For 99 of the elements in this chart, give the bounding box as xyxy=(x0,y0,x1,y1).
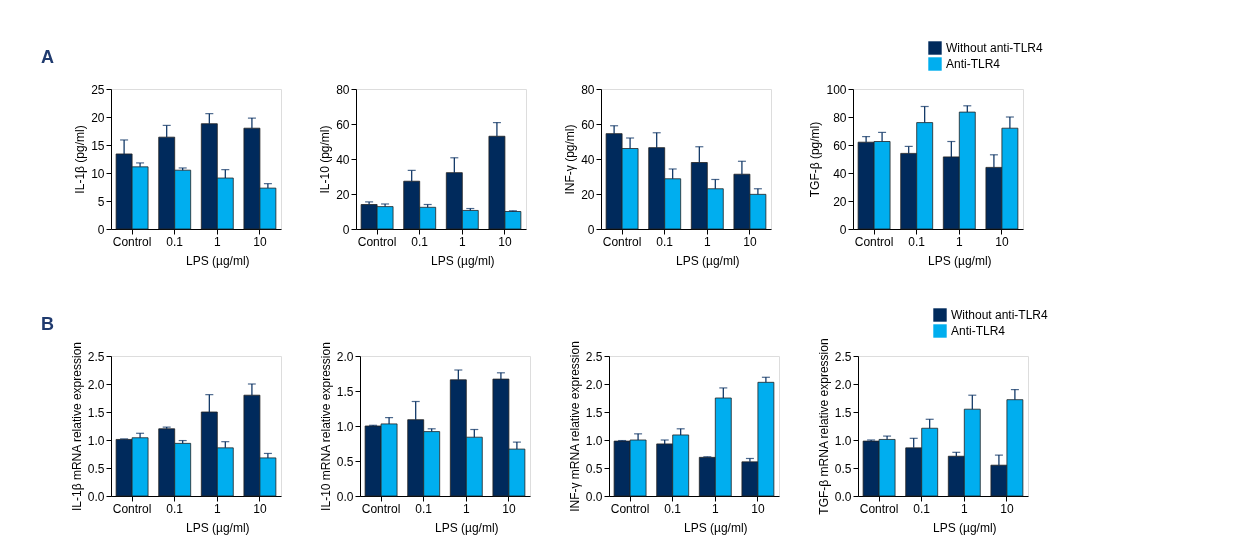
x-tick-label: Control xyxy=(357,234,397,249)
y-axis-title: TGF-β mRNA relative expression xyxy=(816,338,831,515)
x-tick-label: 10 xyxy=(995,234,1009,249)
y-tick-label: 2.5 xyxy=(834,349,852,364)
x-axis-title: LPS (µg/ml) xyxy=(683,520,748,535)
y-tick-label: 100 xyxy=(826,82,847,97)
y-tick-label: 80 xyxy=(833,110,847,125)
y-tick-label: 1.5 xyxy=(834,405,852,420)
y-tick-label: 1.5 xyxy=(585,405,603,420)
text: B xyxy=(41,314,54,334)
y-axis-title: IL-1β (pg/ml) xyxy=(73,125,88,194)
y-tick-label: 0.5 xyxy=(336,454,354,469)
x-tick-label: 0.1 xyxy=(664,501,682,516)
x-tick-label: 10 xyxy=(498,234,512,249)
x-axis-title: LPS (µg/ml) xyxy=(927,253,992,268)
x-tick-label: Control xyxy=(859,501,899,516)
y-tick-label: 15 xyxy=(91,138,105,153)
text: A xyxy=(41,47,54,67)
y-axis-title: TGF-β (pg/ml) xyxy=(808,121,823,198)
y-tick-label: 0 xyxy=(342,222,350,237)
y-tick-label: 20 xyxy=(336,187,350,202)
y-tick-label: 0 xyxy=(839,222,847,237)
y-tick-label: 1.0 xyxy=(336,419,354,434)
x-axis-title: LPS (µg/ml) xyxy=(932,520,997,535)
x-tick-label: 0.1 xyxy=(166,234,184,249)
x-axis-title: LPS (µg/ml) xyxy=(185,253,250,268)
x-tick-label: 1 xyxy=(458,234,466,249)
y-tick-label: 10 xyxy=(91,166,105,181)
x-tick-label: 10 xyxy=(502,501,516,516)
x-tick-label: 0.1 xyxy=(411,234,429,249)
y-tick-label: 1.5 xyxy=(336,384,354,399)
x-tick-label: 0.1 xyxy=(166,501,184,516)
y-tick-label: 1.0 xyxy=(87,433,105,448)
y-tick-label: 0.0 xyxy=(585,489,603,504)
y-tick-label: 40 xyxy=(336,152,350,167)
x-axis-title: LPS (µg/ml) xyxy=(430,253,495,268)
y-tick-label: 20 xyxy=(833,194,847,209)
x-tick-label: 1 xyxy=(703,234,711,249)
x-tick-label: 1 xyxy=(213,234,221,249)
x-tick-label: 0.1 xyxy=(415,501,433,516)
x-tick-label: 10 xyxy=(253,501,267,516)
x-tick-label: Control xyxy=(610,501,650,516)
y-tick-label: 60 xyxy=(833,138,847,153)
y-tick-label: 2.0 xyxy=(336,349,354,364)
y-tick-label: 0.0 xyxy=(87,489,105,504)
y-axis-title: INF-γ mRNA relative expression xyxy=(567,341,582,512)
x-tick-label: Control xyxy=(602,234,642,249)
x-tick-label: 1 xyxy=(213,501,221,516)
x-tick-label: Control xyxy=(112,234,152,249)
x-tick-label: 1 xyxy=(955,234,963,249)
y-axis-title: IL-10 (pg/ml) xyxy=(318,125,333,194)
x-tick-label: 1 xyxy=(462,501,470,516)
y-tick-label: 40 xyxy=(581,152,595,167)
y-tick-label: 60 xyxy=(581,117,595,132)
x-axis-title: LPS (µg/ml) xyxy=(185,520,250,535)
x-tick-label: 10 xyxy=(743,234,757,249)
legend-label: Anti-TLR4 xyxy=(946,57,1001,71)
x-tick-label: 0.1 xyxy=(913,501,931,516)
y-tick-label: 0 xyxy=(587,222,595,237)
x-axis-title: LPS (µg/ml) xyxy=(675,253,740,268)
legend-label: Anti-TLR4 xyxy=(951,324,1006,338)
y-tick-label: 1.5 xyxy=(87,405,105,420)
y-axis-title: IL-1β mRNA relative expression xyxy=(69,342,84,511)
y-tick-label: 0 xyxy=(97,222,105,237)
x-axis-title: LPS (µg/ml) xyxy=(434,520,499,535)
y-tick-label: 0.5 xyxy=(87,461,105,476)
y-tick-label: 0.5 xyxy=(585,461,603,476)
x-tick-label: 10 xyxy=(1000,501,1014,516)
y-tick-label: 2.5 xyxy=(87,349,105,364)
y-tick-label: 2.0 xyxy=(585,377,603,392)
x-tick-label: 10 xyxy=(253,234,267,249)
y-tick-label: 0.0 xyxy=(834,489,852,504)
x-tick-label: Control xyxy=(854,234,894,249)
y-tick-label: 80 xyxy=(581,82,595,97)
y-tick-label: 80 xyxy=(336,82,350,97)
x-tick-label: 0.1 xyxy=(656,234,674,249)
y-tick-label: 40 xyxy=(833,166,847,181)
y-tick-label: 2.5 xyxy=(585,349,603,364)
x-tick-label: 10 xyxy=(751,501,765,516)
y-tick-label: 1.0 xyxy=(585,433,603,448)
x-tick-label: 1 xyxy=(711,501,719,516)
y-tick-label: 0.0 xyxy=(336,489,354,504)
y-tick-label: 0.5 xyxy=(834,461,852,476)
x-tick-label: 0.1 xyxy=(908,234,926,249)
y-tick-label: 20 xyxy=(91,110,105,125)
x-tick-label: 1 xyxy=(960,501,968,516)
x-tick-label: Control xyxy=(112,501,152,516)
y-tick-label: 25 xyxy=(91,82,105,97)
y-tick-label: 2.0 xyxy=(834,377,852,392)
x-tick-label: Control xyxy=(361,501,401,516)
legend-label: Without anti-TLR4 xyxy=(951,308,1049,322)
y-axis-title: INF-γ (pg/ml) xyxy=(563,124,578,195)
y-tick-label: 60 xyxy=(336,117,350,132)
y-axis-title: IL-10 mRNA relative expression xyxy=(318,342,333,511)
y-tick-label: 5 xyxy=(97,194,105,209)
y-tick-label: 20 xyxy=(581,187,595,202)
y-tick-label: 2.0 xyxy=(87,377,105,392)
legend-label: Without anti-TLR4 xyxy=(946,41,1044,55)
y-tick-label: 1.0 xyxy=(834,433,852,448)
